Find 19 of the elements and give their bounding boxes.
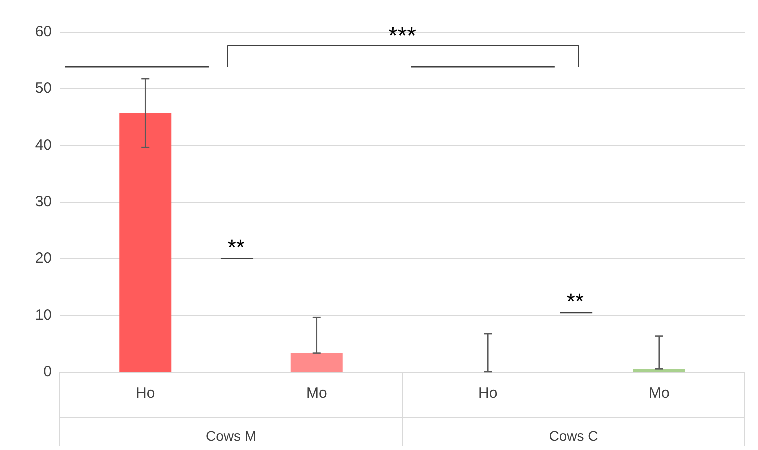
y-tick-label: 60 — [35, 24, 52, 40]
y-tick-label: 0 — [44, 364, 52, 380]
bar — [633, 369, 686, 372]
y-tick-label: 10 — [35, 306, 52, 324]
text: Cows C — [549, 428, 598, 444]
annotation: ** — [228, 234, 246, 260]
x-tick-label: Ho — [478, 385, 498, 402]
annotation: ** — [566, 289, 584, 314]
y-tick-label: 40 — [35, 136, 52, 154]
bar — [290, 353, 343, 372]
annotation: *** — [388, 23, 417, 50]
y-tick-label: 50 — [35, 80, 52, 98]
x-tick-label: Mo — [648, 385, 670, 402]
bar — [120, 113, 172, 372]
x-tick-label: Mo — [306, 385, 328, 402]
y-tick-label: 20 — [35, 250, 52, 268]
text: Cows M — [206, 428, 257, 444]
x-tick-label: Ho — [136, 385, 156, 402]
y-tick-label: 30 — [35, 194, 52, 210]
